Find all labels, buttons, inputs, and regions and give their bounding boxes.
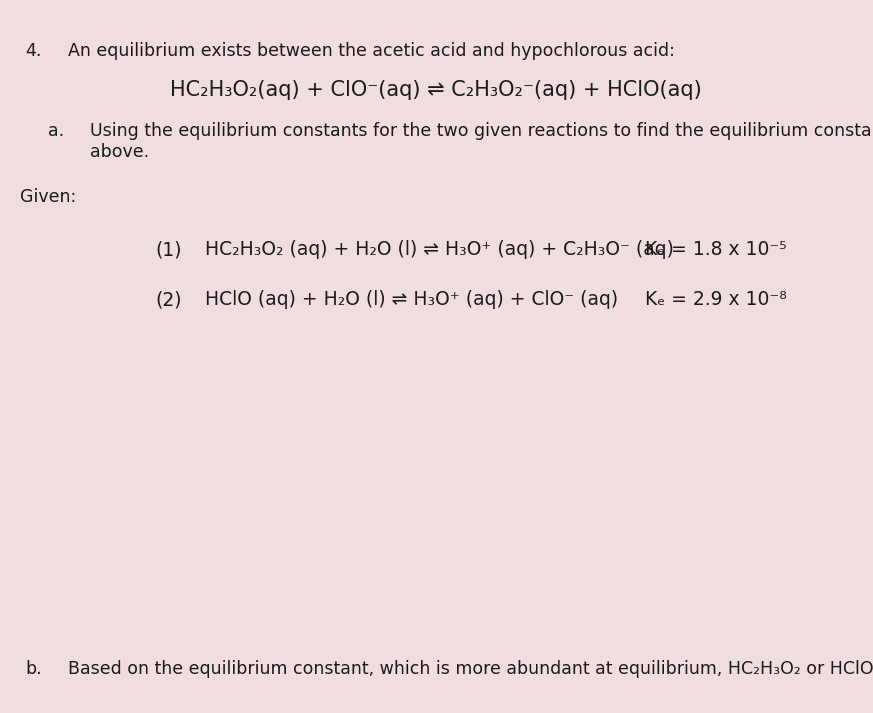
Text: HC₂H₃O₂ (aq) + H₂O (l) ⇌ H₃O⁺ (aq) + C₂H₃O⁻ (aq): HC₂H₃O₂ (aq) + H₂O (l) ⇌ H₃O⁺ (aq) + C₂H… (205, 240, 674, 259)
Text: above.: above. (90, 143, 149, 161)
Text: (1): (1) (155, 240, 182, 259)
Text: 4.: 4. (25, 42, 41, 60)
Text: a.: a. (48, 122, 64, 140)
Text: (2): (2) (155, 290, 182, 309)
Text: b.: b. (25, 660, 42, 678)
Text: Based on the equilibrium constant, which is more abundant at equilibrium, HC₂H₃O: Based on the equilibrium constant, which… (68, 660, 873, 678)
Text: Using the equilibrium constants for the two given reactions to find the equilibr: Using the equilibrium constants for the … (90, 122, 873, 140)
Text: Kₑ = 1.8 x 10⁻⁵: Kₑ = 1.8 x 10⁻⁵ (645, 240, 787, 259)
Text: Given:: Given: (20, 188, 76, 206)
Text: HC₂H₃O₂(aq) + ClO⁻(aq) ⇌ C₂H₃O₂⁻(aq) + HClO(aq): HC₂H₃O₂(aq) + ClO⁻(aq) ⇌ C₂H₃O₂⁻(aq) + H… (170, 80, 702, 100)
Text: An equilibrium exists between the acetic acid and hypochlorous acid:: An equilibrium exists between the acetic… (68, 42, 675, 60)
Text: Kₑ = 2.9 x 10⁻⁸: Kₑ = 2.9 x 10⁻⁸ (645, 290, 787, 309)
Text: HClO (aq) + H₂O (l) ⇌ H₃O⁺ (aq) + ClO⁻ (aq): HClO (aq) + H₂O (l) ⇌ H₃O⁺ (aq) + ClO⁻ (… (205, 290, 618, 309)
